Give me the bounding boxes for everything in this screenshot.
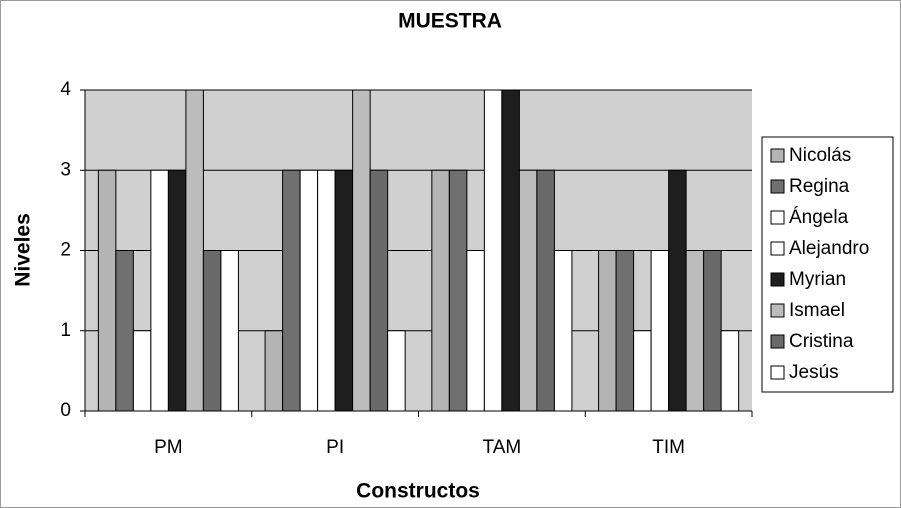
bar — [685, 250, 705, 412]
legend-swatch — [770, 179, 785, 194]
bar — [483, 89, 503, 412]
bar — [264, 330, 284, 412]
legend-swatch — [770, 272, 785, 287]
y-tick-label: 4 — [60, 79, 71, 100]
bar — [369, 169, 389, 412]
bar — [615, 250, 635, 412]
legend-label: Cristina — [789, 331, 854, 352]
bar — [115, 250, 134, 412]
bar — [633, 330, 652, 412]
y-axis-label: Niveles — [12, 213, 35, 287]
x-tick-label: PI — [326, 437, 344, 458]
legend-label: Jesús — [789, 362, 839, 383]
legend-label: Ismael — [789, 300, 845, 321]
legend-label: Myrian — [789, 269, 846, 290]
bar — [352, 89, 371, 412]
chart-title: MUESTRA — [398, 10, 502, 33]
bar — [317, 169, 336, 412]
y-tick-label: 3 — [60, 159, 71, 180]
bar — [466, 250, 485, 412]
y-tick-label: 2 — [60, 240, 71, 261]
bar — [202, 250, 222, 412]
bar — [598, 250, 617, 412]
bar — [553, 250, 573, 412]
bar — [185, 89, 204, 412]
legend-swatch — [770, 365, 785, 380]
x-tick-label: TAM — [483, 437, 522, 458]
bar — [132, 330, 152, 412]
bar — [334, 169, 354, 412]
bar — [501, 89, 520, 412]
legend-swatch — [770, 210, 785, 225]
bar — [536, 169, 555, 412]
x-axis-label: Constructos — [356, 480, 480, 503]
bar — [387, 330, 406, 412]
bar — [299, 169, 319, 412]
bar — [650, 250, 670, 412]
legend-label: Regina — [789, 176, 850, 197]
bar — [150, 169, 169, 412]
x-tick-label: PM — [154, 437, 183, 458]
bar — [720, 330, 740, 412]
legend-label: Ángela — [789, 207, 849, 228]
x-tick-label: TIM — [652, 437, 685, 458]
legend-swatch — [770, 334, 785, 349]
legend-swatch — [770, 148, 785, 163]
bar — [448, 169, 468, 412]
bar — [668, 169, 687, 412]
legend-label: Alejandro — [789, 238, 869, 259]
bar — [703, 250, 722, 412]
bar — [282, 169, 301, 412]
legend-swatch — [770, 241, 785, 256]
bar — [97, 169, 117, 412]
y-tick-label: 1 — [60, 320, 71, 341]
bar — [220, 250, 239, 412]
bar — [167, 169, 187, 412]
legend-label: Nicolás — [789, 145, 851, 166]
legend-swatch — [770, 303, 785, 318]
bar — [431, 169, 450, 412]
bar — [518, 169, 538, 412]
y-tick-label: 0 — [60, 400, 71, 421]
